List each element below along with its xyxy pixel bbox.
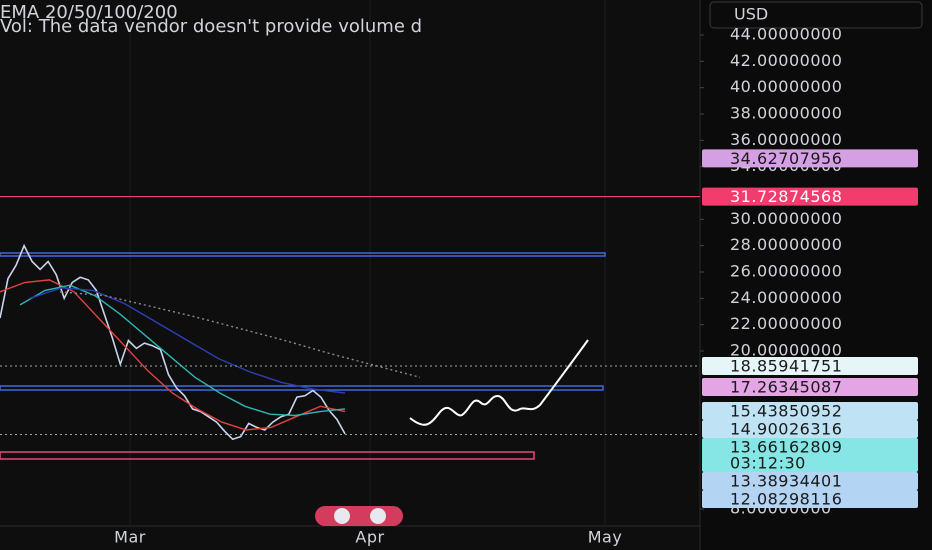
y-tick-label: 40.00000000	[730, 77, 842, 96]
price-badge-label: 17.26345087	[730, 378, 842, 397]
currency-label: USD	[734, 5, 768, 24]
ema-line	[0, 279, 346, 431]
price-badge-label: 15.43850952	[730, 402, 842, 421]
x-tick-label: Apr	[355, 528, 384, 547]
y-tick-label: 36.00000000	[730, 130, 842, 149]
projection-drawing	[409, 339, 589, 426]
y-tick-label: 42.00000000	[730, 51, 842, 70]
ema-line	[29, 287, 346, 394]
y-tick-label: 44.00000000	[730, 25, 842, 44]
price-badge	[702, 420, 918, 439]
y-tick-label: 38.00000000	[730, 104, 842, 123]
price-badge	[702, 490, 918, 509]
y-tick-label: 22.00000000	[730, 314, 842, 333]
session-icons	[315, 506, 403, 526]
y-tick-label: 26.00000000	[730, 262, 842, 281]
price-badge-label: 31.72874568	[730, 187, 842, 206]
price-badge-label: 12.08298116	[730, 490, 842, 509]
price-badge	[702, 357, 918, 376]
price-badge-label: 34.62707956	[730, 149, 842, 168]
price-badge	[702, 402, 918, 421]
plot-bg	[0, 0, 700, 550]
ema-line	[19, 284, 346, 417]
price-badge-label: 13.66162809	[730, 438, 842, 457]
price-badge	[702, 187, 918, 206]
price-badge	[702, 438, 918, 473]
y-tick-label: 24.00000000	[730, 288, 842, 307]
zone-box	[0, 451, 535, 460]
currency-button[interactable]	[709, 1, 923, 29]
zone-box	[0, 252, 606, 257]
price-badge	[702, 378, 918, 397]
y-tick-label: 30.00000000	[730, 209, 842, 228]
x-tick-label: Mar	[114, 528, 146, 547]
price-badge-label: 18.85941751	[730, 357, 842, 376]
flag-icon	[334, 508, 350, 524]
countdown-label: 03:12:30	[730, 454, 806, 473]
price-badge-label: 13.38934401	[730, 472, 842, 491]
plot	[0, 243, 606, 460]
x-tick-label: May	[588, 528, 623, 547]
indicator-label: EMA 20/50/100/200	[0, 2, 178, 23]
price-badge-label: 14.90026316	[730, 420, 842, 439]
volume-note: Vol: The data vendor doesn't provide vol…	[0, 16, 422, 37]
y-tick-label: 28.00000000	[730, 235, 842, 254]
session-pill	[315, 506, 403, 526]
price-badge	[702, 472, 918, 491]
ema-line	[59, 291, 421, 378]
y-tick-label: 20.00000000	[730, 341, 842, 360]
price-badge	[702, 149, 918, 168]
flag-icon	[370, 508, 386, 524]
